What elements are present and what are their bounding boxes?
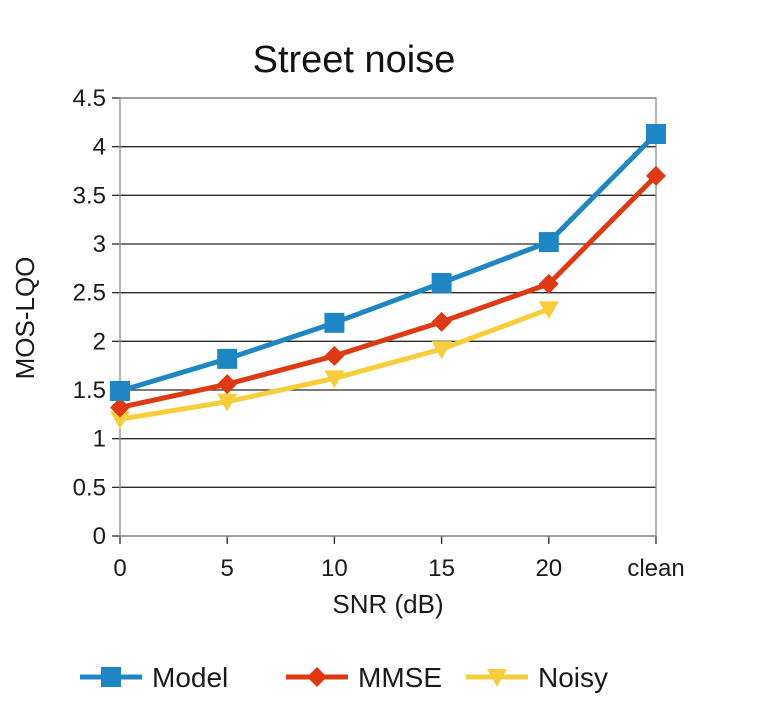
y-tick-label: 3.5	[73, 182, 106, 209]
legend-label: Noisy	[538, 662, 608, 693]
x-tick-label: 20	[535, 555, 562, 582]
y-tick-label: 1	[93, 426, 106, 453]
series-model	[110, 124, 666, 401]
data-point	[110, 411, 130, 430]
legend-item-model: Model	[80, 662, 228, 693]
x-tick-label: 10	[321, 555, 348, 582]
y-tick-label: 0	[93, 523, 106, 550]
y-tick-label: 1.5	[73, 377, 106, 404]
data-point	[324, 370, 345, 389]
data-point	[646, 165, 666, 186]
x-tick-label: 15	[428, 555, 455, 582]
y-axis-ticks: 0 0.5 1 1.5 2 2.5 3 3.5 4 4.5	[73, 85, 106, 550]
data-point	[431, 341, 452, 360]
legend-item-noisy: Noisy	[466, 662, 608, 693]
legend-swatch-marker	[307, 667, 327, 687]
series-line	[117, 131, 659, 394]
y-tick-label: 0.5	[73, 474, 106, 501]
data-point	[110, 380, 130, 401]
x-tick-label: 5	[221, 555, 234, 582]
legend-item-mmse: MMSE	[286, 662, 442, 693]
data-point	[324, 345, 345, 366]
plot-frame	[119, 97, 657, 537]
y-tick-label: 4.5	[73, 85, 106, 112]
x-tick-label: clean	[627, 555, 684, 582]
data-point	[538, 301, 559, 320]
y-tick-label: 3	[93, 231, 106, 258]
y-tick-label: 2	[93, 328, 106, 355]
data-point	[431, 311, 452, 332]
legend-label: Model	[152, 662, 228, 693]
y-axis-label: MOS-LQO	[10, 257, 40, 380]
data-point	[538, 232, 559, 253]
x-axis-ticks: 0 5 10 15 20 clean	[113, 555, 684, 582]
y-tick-label: 4	[93, 134, 106, 161]
data-point	[110, 397, 130, 418]
data-point	[431, 272, 452, 293]
data-point	[217, 348, 238, 369]
y-tick-label: 2.5	[73, 280, 106, 307]
x-tick-label: 0	[113, 555, 126, 582]
data-point	[217, 393, 238, 412]
chart-title: Street noise	[253, 39, 456, 81]
data-point	[646, 124, 666, 145]
grid	[112, 97, 657, 544]
data-point	[217, 374, 238, 395]
data-point	[538, 273, 559, 294]
legend-swatch-marker	[101, 667, 121, 687]
series-noisy	[110, 301, 559, 430]
x-axis-label: SNR (dB)	[332, 589, 443, 619]
series-mmse	[110, 165, 666, 418]
data-point	[324, 312, 345, 333]
legend-label: MMSE	[358, 662, 442, 693]
legend: Model MMSE Noisy	[80, 662, 608, 693]
series	[110, 124, 666, 430]
series-line	[117, 173, 659, 411]
legend-swatch-marker	[487, 669, 507, 687]
